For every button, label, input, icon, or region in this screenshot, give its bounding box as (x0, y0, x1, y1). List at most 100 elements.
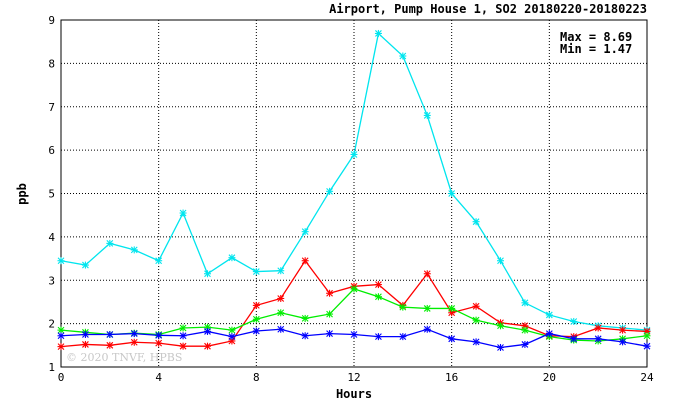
data-point (277, 294, 285, 302)
x-tick-label: 0 (58, 371, 65, 384)
data-point (545, 311, 553, 319)
data-point (545, 330, 553, 338)
data-point (301, 332, 309, 340)
data-point (594, 324, 602, 332)
annotation-min: Min = 1.47 (560, 42, 632, 56)
data-point (155, 331, 163, 339)
y-tick-label: 2 (48, 318, 55, 331)
data-point (228, 326, 236, 334)
data-point (326, 289, 334, 297)
data-point (301, 228, 309, 236)
data-point (326, 310, 334, 318)
data-point (204, 327, 211, 335)
y-tick-label: 7 (48, 101, 55, 114)
data-point (57, 332, 65, 340)
data-point (423, 325, 431, 333)
data-point (643, 342, 651, 350)
data-point (570, 335, 578, 343)
data-point (179, 342, 187, 350)
data-point (228, 333, 236, 341)
data-point (423, 111, 431, 119)
data-point (374, 29, 382, 37)
data-point (399, 333, 407, 341)
data-point (472, 316, 480, 324)
data-point (448, 335, 456, 343)
x-tick-label: 8 (253, 371, 260, 384)
data-point (521, 340, 529, 348)
series-group (57, 29, 651, 351)
data-point (57, 343, 65, 351)
data-point (301, 314, 309, 322)
data-point (130, 330, 138, 338)
x-tick-label: 24 (640, 371, 654, 384)
data-point (619, 326, 627, 334)
data-point (81, 340, 89, 348)
y-tick-label: 6 (48, 144, 55, 157)
data-point (277, 267, 285, 275)
data-point (277, 309, 285, 317)
data-point (57, 257, 65, 265)
data-point (106, 330, 114, 338)
data-point (252, 268, 260, 276)
data-point (423, 304, 431, 312)
data-point (130, 246, 138, 254)
data-point (350, 150, 358, 158)
y-tick-label: 1 (48, 361, 55, 374)
data-point (252, 301, 260, 309)
data-point (204, 342, 211, 350)
chart-title: Airport, Pump House 1, SO2 20180220-2018… (329, 2, 647, 16)
x-tick-label: 16 (445, 371, 458, 384)
data-point (399, 52, 407, 60)
data-point (252, 327, 260, 335)
data-point (472, 338, 480, 346)
data-point (643, 332, 651, 340)
data-point (326, 187, 334, 195)
data-point (277, 325, 285, 333)
data-point (179, 324, 187, 332)
data-point (423, 270, 431, 278)
data-point (521, 326, 529, 334)
data-point (228, 254, 236, 262)
data-point (472, 302, 480, 310)
data-point (81, 330, 89, 338)
y-tick-label: 3 (48, 274, 55, 287)
data-point (521, 299, 529, 307)
grid (61, 20, 647, 367)
data-point (374, 333, 382, 341)
data-point (350, 330, 358, 338)
y-tick-label: 8 (48, 57, 55, 70)
data-point (155, 257, 163, 265)
data-point (497, 343, 504, 351)
data-point (497, 322, 504, 330)
y-axis-label: ppb (15, 183, 29, 205)
data-point (301, 257, 309, 265)
annotation-max: Max = 8.69 (560, 30, 632, 44)
data-point (106, 239, 114, 247)
x-tick-label: 12 (347, 371, 360, 384)
data-point (448, 190, 456, 197)
y-tick-label: 5 (48, 188, 55, 201)
data-point (130, 338, 138, 346)
data-point (350, 285, 358, 293)
data-point (179, 332, 187, 340)
x-tick-label: 4 (155, 371, 162, 384)
data-point (106, 341, 114, 349)
data-point (448, 304, 456, 312)
data-point (81, 261, 89, 269)
data-point (204, 270, 211, 278)
data-point (374, 293, 382, 301)
data-point (399, 303, 407, 311)
data-point (497, 257, 504, 265)
watermark: © 2020 TNVF, HPBS (66, 351, 182, 364)
data-point (374, 281, 382, 289)
data-point (155, 339, 163, 347)
data-point (570, 317, 578, 325)
data-point (252, 315, 260, 323)
x-tick-label: 20 (543, 371, 556, 384)
data-point (179, 209, 187, 217)
data-point (619, 338, 627, 346)
y-tick-label: 4 (48, 231, 55, 244)
data-point (594, 335, 602, 343)
